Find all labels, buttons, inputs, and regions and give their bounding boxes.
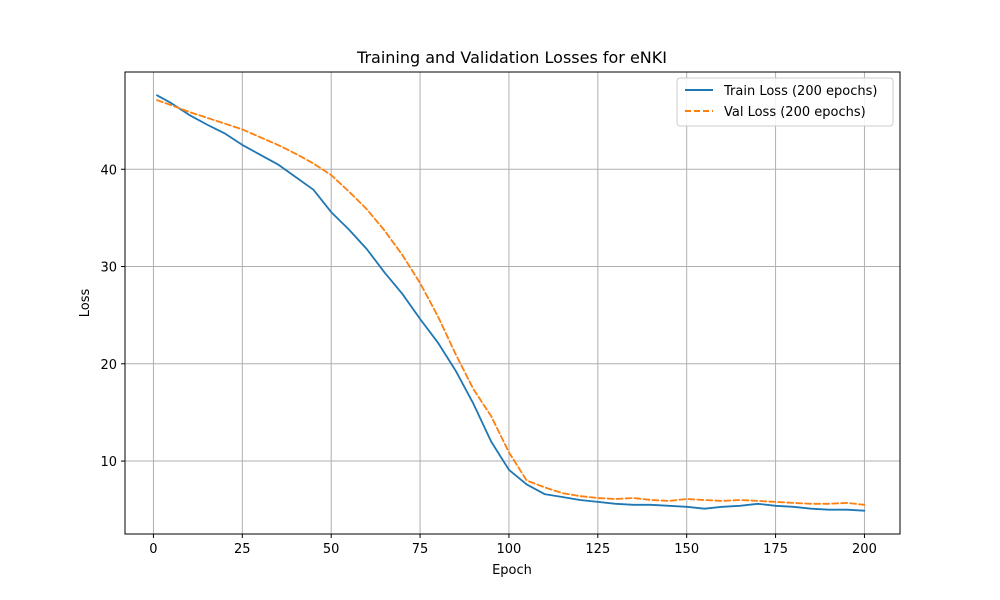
x-tick-label: 100 xyxy=(497,542,522,557)
x-tick-label: 200 xyxy=(852,542,877,557)
x-tick-label: 175 xyxy=(763,542,788,557)
series-layer xyxy=(156,94,866,512)
x-tick-label: 50 xyxy=(323,542,340,557)
x-tick-label: 75 xyxy=(412,542,429,557)
x-tick-label: 150 xyxy=(674,542,699,557)
grid xyxy=(125,72,900,534)
plot-frame xyxy=(124,71,901,535)
y-tick-label: 10 xyxy=(100,455,117,470)
y-tick-label: 40 xyxy=(100,163,117,178)
series-line-train-loss xyxy=(156,94,866,512)
chart-title: Training and Validation Losses for eNKI xyxy=(356,48,667,67)
y-tick-label: 30 xyxy=(100,261,117,276)
x-axis-label: Epoch xyxy=(492,563,532,578)
x-tick-label: 0 xyxy=(149,542,157,557)
x-tick-label: 25 xyxy=(234,542,251,557)
legend-box xyxy=(676,77,894,127)
series-line-val-loss xyxy=(156,99,866,506)
legend-label-val: Val Loss (200 epochs) xyxy=(724,105,866,120)
axis-ticks: 0 25 50 75 100 125 150 175 200 10 20 30 40 xyxy=(100,163,876,557)
x-tick-label: 125 xyxy=(585,542,610,557)
y-tick-label: 20 xyxy=(100,358,117,373)
legend: Train Loss (200 epochs) Val Loss (200 ep… xyxy=(676,77,894,127)
y-axis-label: Loss xyxy=(78,289,93,318)
legend-label-train: Train Loss (200 epochs) xyxy=(723,84,877,99)
